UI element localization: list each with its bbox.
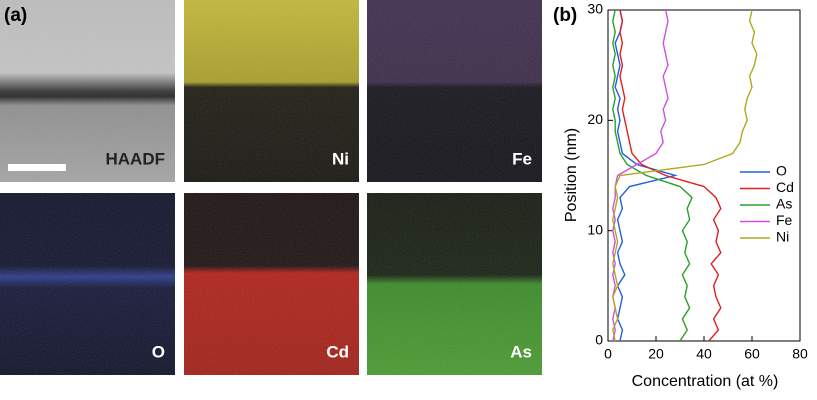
y-tick-label: 0: [595, 332, 603, 348]
x-tick-label: 80: [792, 346, 808, 362]
y-axis-label: Position (nm): [563, 128, 580, 222]
map-label: As: [510, 342, 532, 361]
map-noise: [367, 0, 542, 182]
x-tick-label: 40: [696, 346, 712, 362]
legend-label: As: [776, 196, 792, 212]
x-tick-label: 20: [648, 346, 664, 362]
legend-label: O: [776, 163, 787, 179]
legend-label: Fe: [776, 212, 793, 228]
map-label: HAADF: [106, 149, 166, 168]
legend-label: Cd: [776, 179, 794, 195]
map-label: Fe: [512, 149, 532, 168]
panel-label: (a): [4, 5, 27, 26]
map-label: O: [152, 342, 165, 361]
map-noise: [0, 193, 175, 375]
x-tick-label: 0: [604, 346, 612, 362]
map-noise: [184, 0, 359, 182]
x-axis-label: Concentration (at %): [632, 373, 779, 390]
plot-frame: [607, 9, 801, 342]
map-grid: HAADF Ni Fe O Cd As: [0, 0, 542, 375]
profile-line: [612, 9, 758, 342]
profile-line: [619, 9, 722, 342]
map-noise: [0, 0, 175, 182]
panel-label: (b): [553, 5, 577, 26]
legend-label: Ni: [776, 229, 789, 245]
map-label: Ni: [332, 149, 349, 168]
map-noise: [367, 193, 542, 375]
profile-line: [612, 9, 669, 342]
y-tick-label: 10: [587, 221, 603, 237]
map-label: Cd: [326, 342, 349, 361]
y-tick-label: 20: [587, 111, 603, 127]
profile-line: [612, 9, 693, 342]
x-tick-label: 60: [744, 346, 760, 362]
scale-bar: [8, 164, 66, 171]
y-tick-label: 30: [587, 1, 603, 17]
map-noise: [184, 193, 359, 375]
